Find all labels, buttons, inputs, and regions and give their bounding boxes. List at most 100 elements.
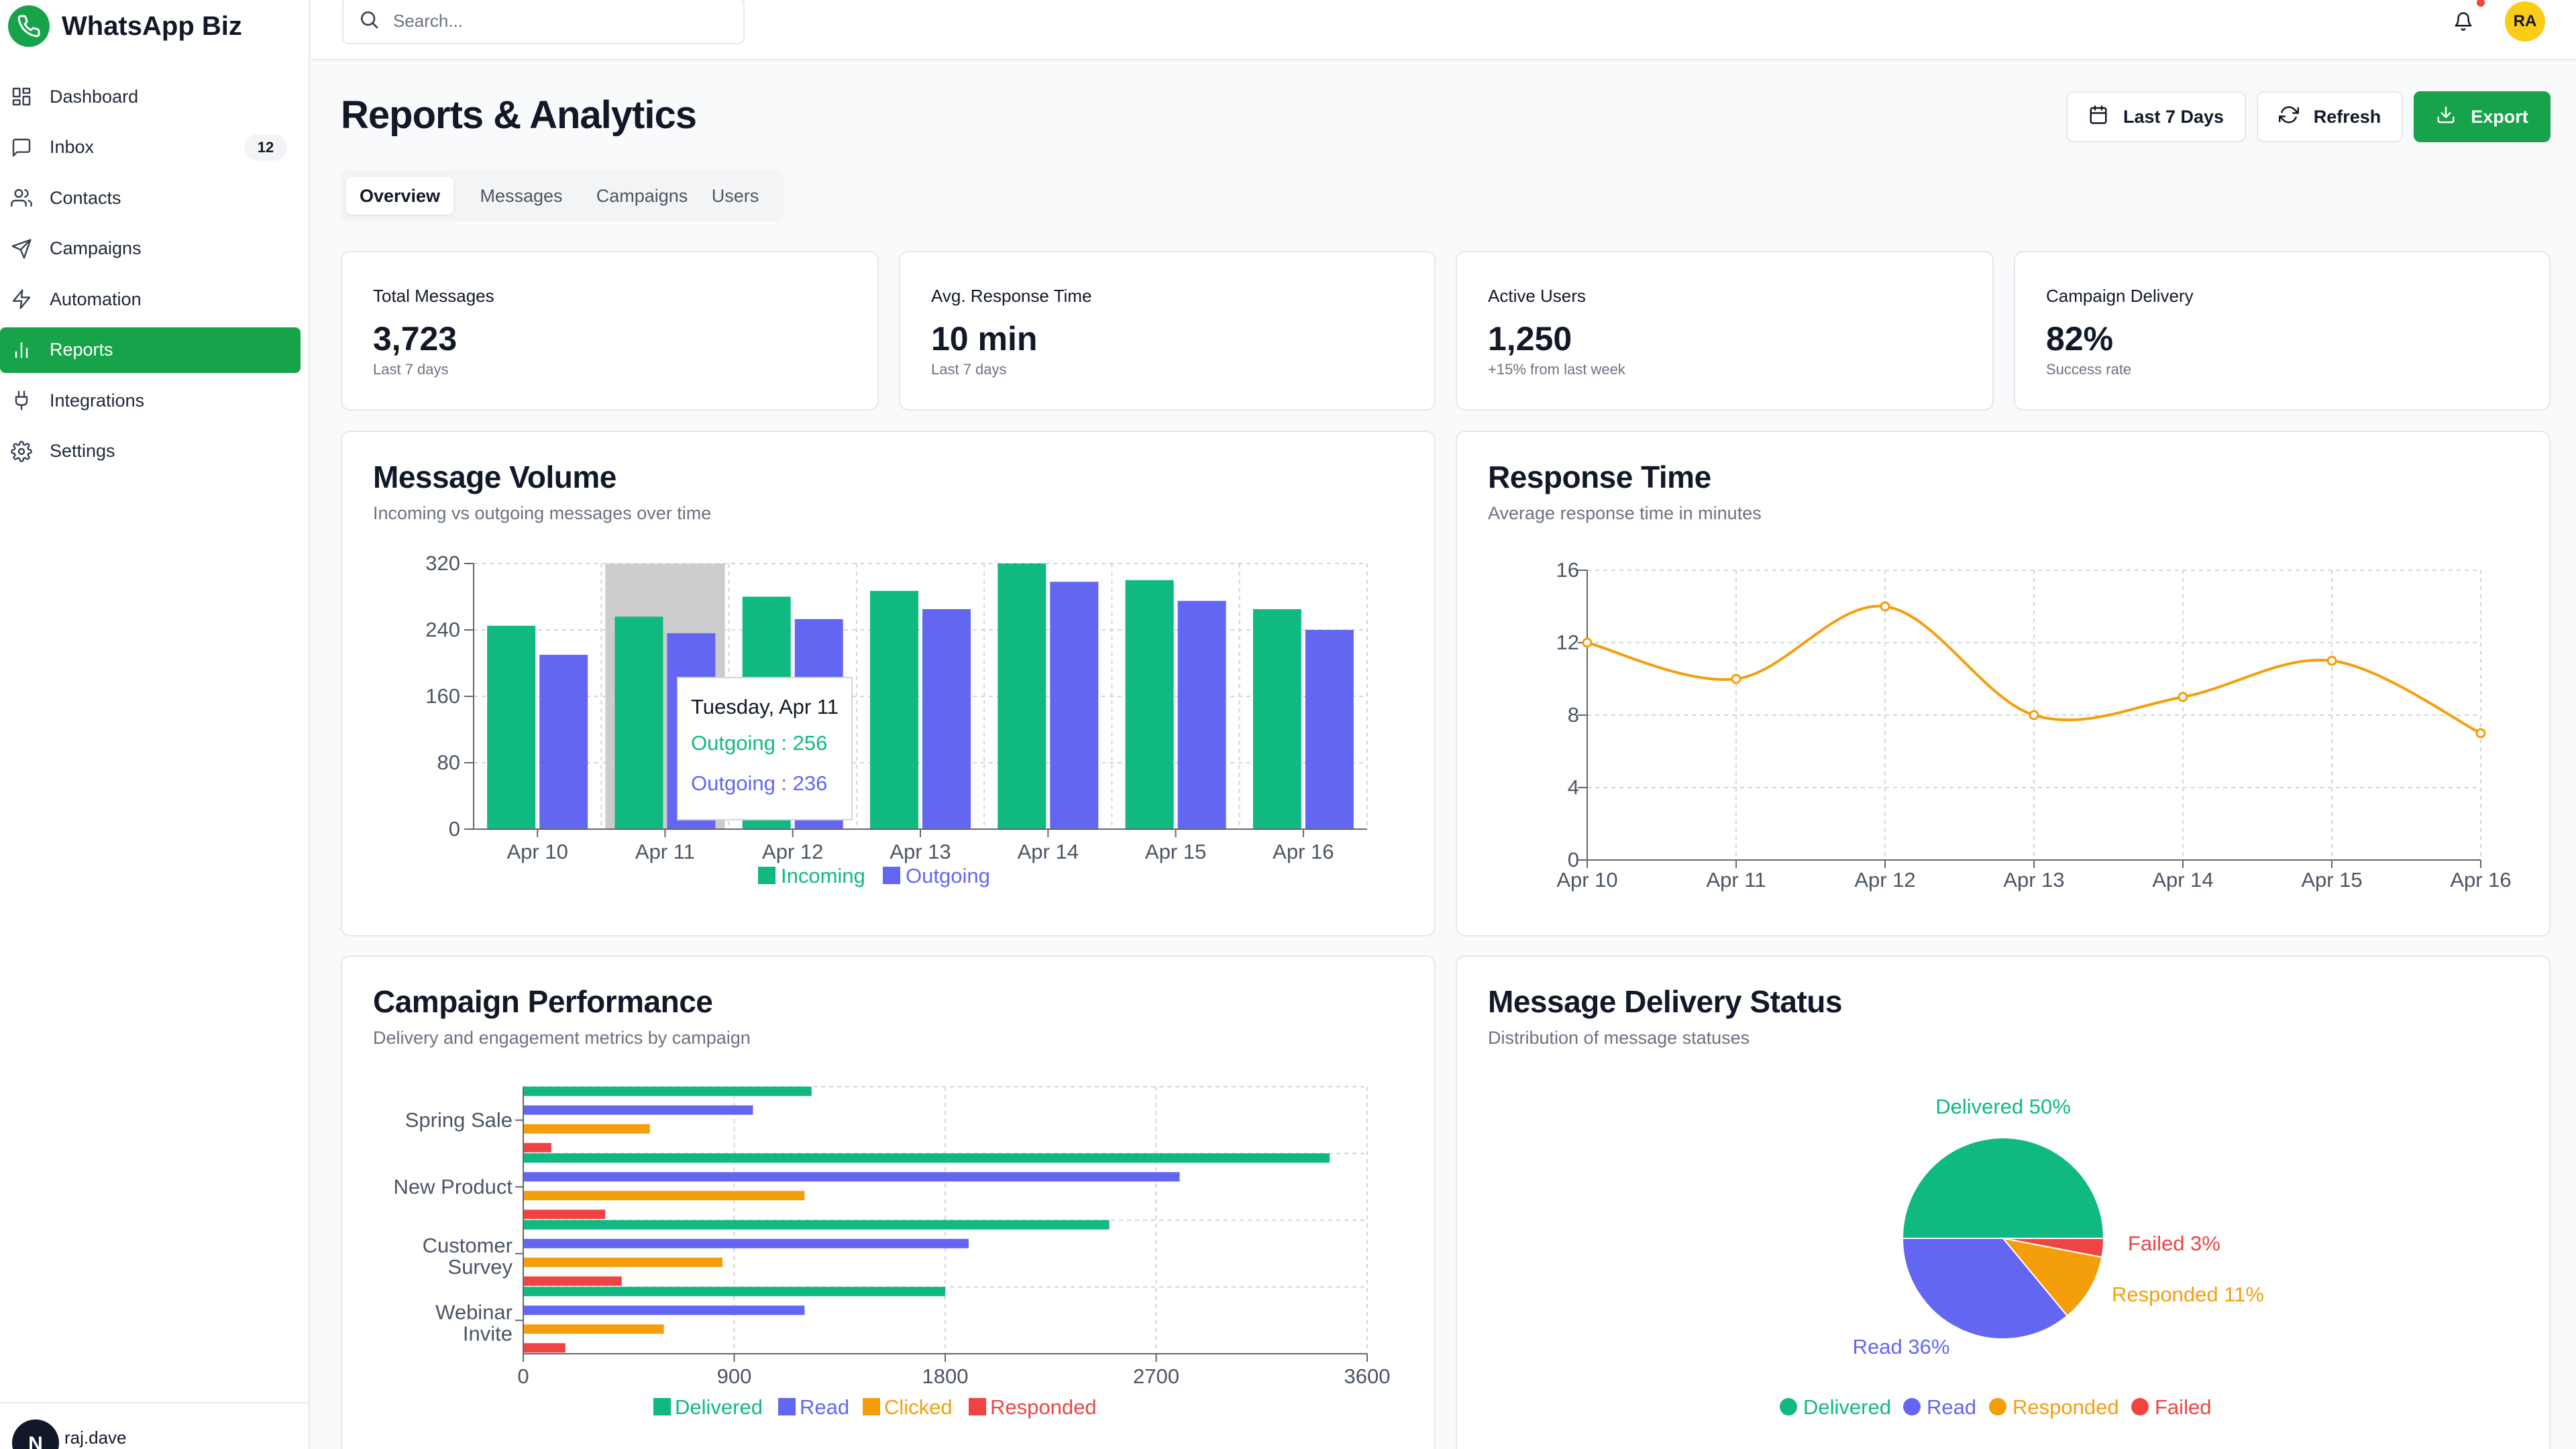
legend-label-outgoing: Outgoing	[906, 864, 990, 888]
stat-sub: Last 7 days	[373, 361, 449, 378]
x-tick-label: Apr 15	[1145, 840, 1206, 863]
stat-label: Total Messages	[373, 286, 494, 306]
stat-card-response-time: Avg. Response Time 10 min Last 7 days	[899, 251, 1436, 411]
sidebar-item-settings[interactable]: Settings	[0, 429, 301, 474]
gear-icon	[9, 439, 34, 464]
tooltip-title: Tuesday, Apr 11	[691, 695, 839, 718]
sidebar-item-label: Contacts	[50, 187, 121, 208]
profile-avatar[interactable]: RA	[2505, 1, 2545, 42]
date-range-button[interactable]: Last 7 Days	[2066, 91, 2246, 142]
plug-icon	[9, 388, 34, 413]
stat-value: 82%	[2046, 320, 2114, 358]
send-icon	[9, 237, 34, 261]
sidebar-item-label: Inbox	[50, 137, 95, 157]
card-title: Message Volume	[373, 460, 616, 494]
sidebar-item-campaigns[interactable]: Campaigns	[0, 226, 301, 272]
tab-users[interactable]: Users	[711, 185, 759, 206]
bar-incoming	[614, 616, 663, 829]
sidebar-item-reports[interactable]: Reports	[0, 327, 301, 373]
sidebar-item-automation[interactable]: Automation	[0, 276, 301, 322]
page-title: Reports & Analytics	[341, 93, 697, 137]
stat-value: 10 min	[931, 320, 1038, 358]
refresh-icon	[2278, 105, 2299, 129]
card-title: Campaign Performance	[373, 984, 713, 1019]
tab-messages[interactable]: Messages	[480, 185, 563, 206]
sidebar-item-contacts[interactable]: Contacts	[0, 175, 301, 221]
sidebar-nav: Dashboard Inbox 12 Contacts Campaigns Automat…	[0, 74, 310, 479]
divider	[0, 1402, 310, 1403]
tooltip-line: Outgoing : 236	[691, 771, 827, 795]
grid-icon	[9, 85, 34, 109]
bar-incoming	[998, 564, 1046, 829]
campaign-performance-card: Campaign Performance Delivery and engage…	[341, 955, 1436, 1449]
y-tick-label: 160	[425, 684, 460, 708]
delivery-status-card: Message Delivery Status Distribution of …	[1456, 955, 2551, 1449]
sidebar-item-label: Integrations	[50, 390, 145, 411]
bar-incoming	[870, 590, 918, 829]
bar-outgoing	[1177, 600, 1226, 829]
sidebar-item-label: Reports	[50, 339, 113, 360]
report-tabs: Overview Messages Campaigns Users	[341, 170, 784, 221]
x-tick-label: Apr 16	[1273, 840, 1334, 863]
brand-name: WhatsApp Biz	[62, 11, 242, 41]
stat-card-total-messages: Total Messages 3,723 Last 7 days	[341, 251, 879, 411]
sidebar-item-label: Campaigns	[50, 238, 142, 258]
stat-label: Active Users	[1488, 286, 1586, 306]
sidebar: WhatsApp Biz Dashboard Inbox 12 Contacts Cam…	[0, 0, 310, 1449]
tooltip-box	[677, 677, 853, 820]
bar-outgoing	[1050, 582, 1099, 829]
sidebar-item-integrations[interactable]: Integrations	[0, 378, 301, 423]
bar-incoming	[1252, 609, 1301, 829]
tab-campaigns[interactable]: Campaigns	[596, 185, 688, 206]
y-tick-label: 240	[425, 618, 460, 641]
stat-sub: Last 7 days	[931, 361, 1007, 378]
y-tick-label: 0	[449, 817, 460, 841]
calendar-icon	[2088, 105, 2108, 129]
sidebar-item-label: Dashboard	[50, 86, 139, 107]
sidebar-item-inbox[interactable]: Inbox 12	[0, 125, 301, 170]
export-label: Export	[2471, 106, 2528, 127]
legend-swatch-outgoing	[883, 867, 900, 884]
sidebar-item-label: Settings	[50, 441, 115, 461]
sidebar-item-label: Automation	[50, 288, 142, 309]
x-tick-label: Apr 12	[762, 840, 823, 863]
x-tick-label: Apr 10	[506, 840, 568, 863]
search-input[interactable]	[393, 10, 715, 32]
sidebar-item-dashboard[interactable]: Dashboard	[0, 74, 301, 119]
stat-value: 1,250	[1488, 320, 1572, 358]
tab-overview[interactable]: Overview	[346, 177, 453, 215]
legend-swatch-incoming	[758, 867, 775, 884]
response-time-card: Response Time Average response time in m…	[1456, 431, 2551, 936]
notification-dot	[2477, 0, 2485, 7]
x-tick-label: Apr 11	[635, 840, 695, 863]
x-tick-label: Apr 14	[1018, 840, 1079, 863]
users-icon	[9, 186, 34, 210]
stat-label: Campaign Delivery	[2046, 286, 2194, 306]
export-button[interactable]: Export	[2414, 91, 2551, 142]
card-subtitle: Incoming vs outgoing messages over time	[373, 503, 712, 523]
date-range-label: Last 7 Days	[2123, 106, 2224, 127]
bar-incoming	[487, 625, 536, 829]
topbar: RA	[311, 0, 2576, 60]
refresh-button[interactable]: Refresh	[2257, 91, 2403, 142]
user-name: raj.dave	[64, 1428, 127, 1448]
bell-icon[interactable]	[2449, 7, 2478, 36]
stat-card-active-users: Active Users 1,250 +15% from last week	[1456, 251, 1994, 411]
refresh-label: Refresh	[2313, 106, 2381, 127]
x-tick-label: Apr 13	[890, 840, 951, 863]
stat-sub: Success rate	[2046, 361, 2132, 378]
tooltip-line: Outgoing : 256	[691, 731, 827, 755]
bar-outgoing	[539, 655, 588, 829]
stat-sub: +15% from last week	[1488, 361, 1625, 378]
zap-icon	[9, 287, 34, 311]
stat-card-campaign-delivery: Campaign Delivery 82% Success rate	[2014, 251, 2551, 411]
download-icon	[2436, 105, 2456, 129]
card-title: Message Delivery Status	[1488, 984, 1843, 1019]
brand[interactable]: WhatsApp Biz	[8, 5, 242, 47]
card-subtitle: Delivery and engagement metrics by campa…	[373, 1028, 751, 1048]
search-box[interactable]	[342, 0, 745, 44]
card-title: Response Time	[1488, 460, 1711, 494]
stat-value: 3,723	[373, 320, 458, 358]
legend-label-incoming: Incoming	[781, 864, 865, 888]
whatsapp-logo-icon	[8, 5, 50, 47]
